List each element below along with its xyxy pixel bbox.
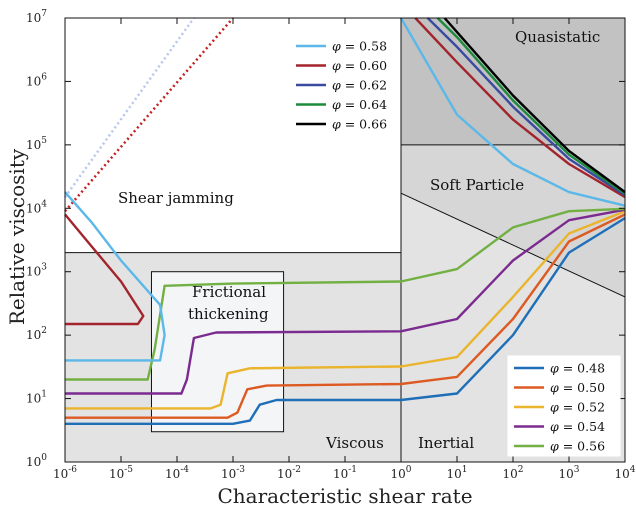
- legend-label-phi-0.60: φ = 0.60: [332, 58, 387, 73]
- y-tick-label: 101: [26, 390, 47, 406]
- y-tick-label: 107: [26, 9, 47, 25]
- series-line-phi-0.58-upper: [399, 17, 626, 207]
- x-tick-label: 10-1: [333, 465, 357, 481]
- y-axis-title: Relative viscosity: [5, 148, 29, 325]
- x-tick-label: 10-4: [165, 465, 189, 481]
- label-inertial: Inertial: [418, 434, 474, 452]
- y-tick-label: 103: [26, 263, 47, 279]
- legend-bottom: φ = 0.48 φ = 0.50 φ = 0.52 φ = 0.54 φ = 0.56: [507, 355, 621, 457]
- legend-label-phi-0.58: φ = 0.58: [332, 39, 387, 54]
- x-tick-label: 100: [390, 465, 411, 481]
- series-line-phi-0.66-upper: [443, 17, 626, 194]
- series-line-phi-0.50: [65, 213, 626, 419]
- x-tick-label: 10-5: [109, 465, 133, 481]
- x-tick-label: 102: [502, 465, 523, 481]
- legends: φ = 0.58 φ = 0.60 φ = 0.62 φ = 0.64 φ = 0.66…: [289, 33, 621, 457]
- series-lines: [63, 17, 626, 425]
- y-tick-label: 100: [26, 453, 47, 469]
- series-line-phi-0.62-upper: [426, 17, 626, 197]
- boundary-soft-particle: [400, 192, 626, 298]
- x-tick-label: 103: [558, 465, 579, 481]
- series-line-phi-0.56: [65, 207, 626, 381]
- legend-label-phi-0.64: φ = 0.64: [332, 97, 387, 112]
- series-line-phi-0.58: [64, 191, 166, 362]
- series-line-phi-0.48: [65, 217, 626, 425]
- legend-label-phi-0.62: φ = 0.62: [332, 78, 387, 93]
- legend-label-phi-0.66: φ = 0.66: [332, 117, 387, 132]
- label-soft-particle: Soft Particle: [430, 176, 524, 194]
- label-viscous: Viscous: [325, 434, 384, 452]
- legend-top: φ = 0.58 φ = 0.60 φ = 0.62 φ = 0.64 φ = 0.66: [289, 33, 401, 135]
- x-axis-title: Characteristic shear rate: [217, 484, 472, 508]
- label-quasistatic: Quasistatic: [515, 28, 600, 46]
- legend-label-phi-0.56: φ = 0.56: [550, 439, 605, 454]
- region-labels: Shear jamming Frictional thickening Viscous…: [118, 28, 600, 452]
- legend-label-phi-0.48: φ = 0.48: [550, 361, 605, 376]
- legend-label-phi-0.54: φ = 0.54: [550, 419, 605, 434]
- x-tick-label: 10-6: [53, 465, 77, 481]
- region-soft-particle: [401, 144, 625, 297]
- axis-ticks: 10-6 10-5 10-4 10-3 10-2 10-1 100 101 102 103 104 1…: [26, 9, 636, 481]
- legend-label-phi-0.52: φ = 0.52: [550, 400, 605, 415]
- y-tick-label: 105: [26, 136, 47, 152]
- label-frictional-thickening: Frictional thickening: [188, 283, 269, 323]
- asymptote-phi-0.58: [63, 17, 195, 198]
- x-tick-label: 101: [446, 465, 467, 481]
- y-tick-label: 106: [26, 72, 47, 88]
- label-shear-jamming: Shear jamming: [118, 189, 234, 207]
- series-line-phi-0.64-upper: [436, 17, 626, 195]
- series-line-phi-0.52: [65, 210, 626, 410]
- x-tick-label: 104: [614, 465, 635, 481]
- legend-label-phi-0.50: φ = 0.50: [550, 380, 605, 395]
- series-line-phi-0.54: [65, 208, 626, 395]
- series-line-phi-0.60: [64, 213, 145, 326]
- y-tick-label: 102: [26, 326, 47, 342]
- x-tick-label: 10-3: [221, 465, 245, 481]
- series-line-phi-0.60-upper: [414, 17, 626, 199]
- y-tick-label: 104: [26, 199, 47, 215]
- x-tick-label: 10-2: [277, 465, 301, 481]
